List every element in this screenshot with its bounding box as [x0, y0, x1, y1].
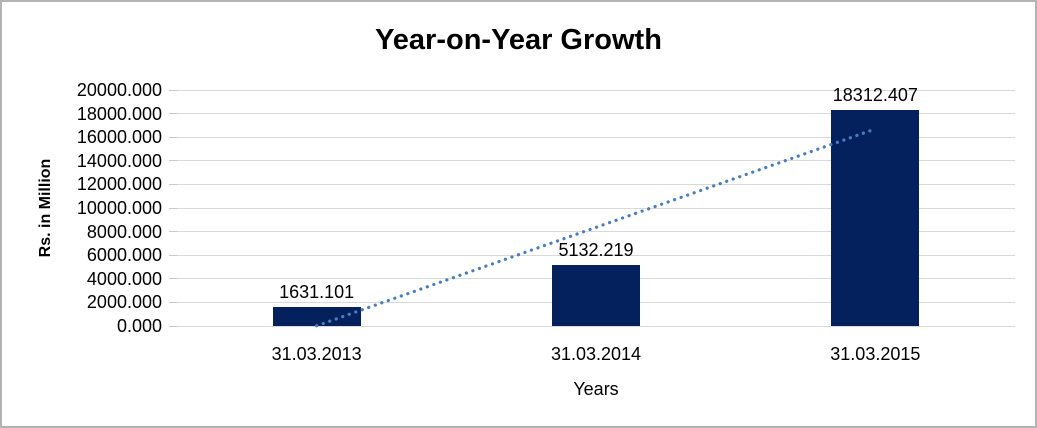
y-axis-tick-mark — [169, 254, 177, 256]
bar — [552, 265, 640, 326]
y-axis-tick-mark — [169, 207, 177, 209]
bar — [272, 306, 361, 326]
y-axis-tick-label: 8000.000 — [86, 221, 162, 242]
y-axis-tick-label: 16000.000 — [76, 127, 162, 148]
y-axis-tick-label: 0.000 — [116, 316, 162, 336]
gridline — [177, 113, 1015, 115]
y-axis-tick-mark — [169, 160, 177, 162]
x-axis-tick-label: 31.03.2013 — [271, 344, 362, 364]
y-axis-tick-mark — [169, 231, 177, 233]
bar-value-label: 18312.407 — [832, 84, 918, 105]
y-axis-tick-mark — [169, 301, 177, 303]
y-axis-tick-label: 14000.000 — [76, 150, 162, 171]
bar-value-label: 5132.219 — [558, 240, 634, 261]
x-axis-tick-label: 31.03.2014 — [550, 344, 642, 364]
x-axis-tick-label: 31.03.2015 — [830, 344, 921, 364]
y-axis-tick-mark — [169, 136, 177, 138]
gridline — [177, 89, 1015, 91]
y-axis-tick-label: 6000.000 — [86, 245, 162, 266]
x-axis-title: Years — [573, 379, 619, 399]
y-axis-tick-mark — [169, 183, 177, 185]
chart-title: Year-on-Year Growth — [375, 24, 662, 56]
y-axis-tick-label: 12000.000 — [76, 174, 162, 195]
y-axis-tick-label: 20000.000 — [76, 80, 162, 100]
y-axis-tick-mark — [169, 113, 177, 115]
y-axis-tick-label: 18000.000 — [76, 103, 162, 124]
bar-value-label: 1631.101 — [279, 281, 355, 302]
bar — [831, 109, 920, 326]
y-axis-tick-label: 4000.000 — [86, 268, 162, 289]
y-axis-tick-mark — [169, 325, 177, 327]
y-axis-tick-mark — [169, 89, 177, 91]
y-axis-tick-label: 10000.000 — [76, 198, 162, 218]
y-axis-tick-mark — [169, 278, 177, 280]
y-axis-tick-label: 2000.000 — [86, 292, 162, 313]
